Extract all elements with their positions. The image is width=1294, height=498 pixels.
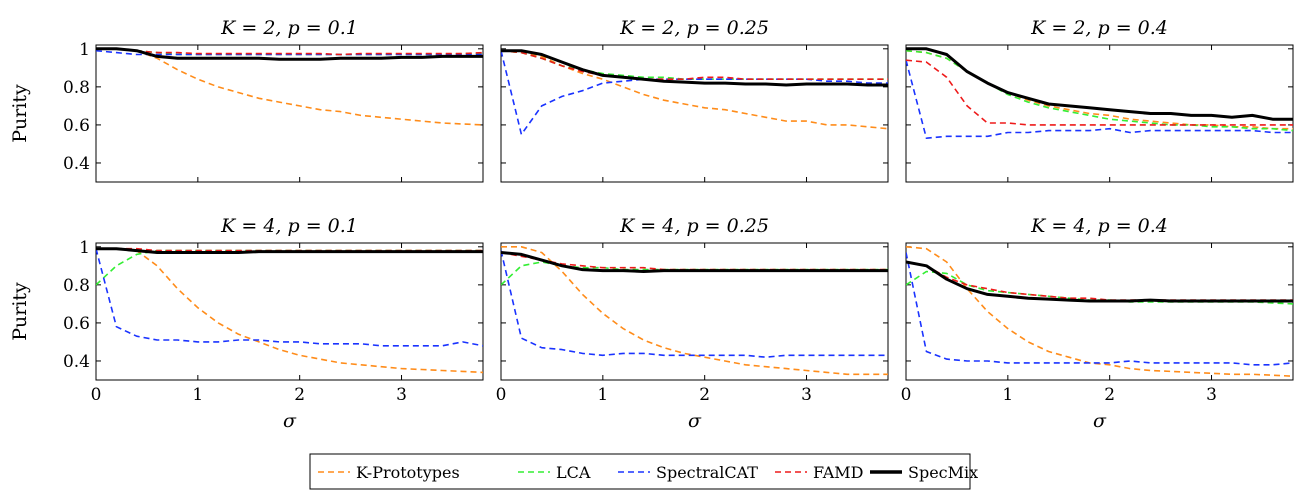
series-line-lca [501,49,888,80]
series-line-k-prototypes [906,246,1293,377]
series-line-specmix [501,49,888,87]
series-line-lca [96,249,483,286]
y-axis-label: Purity [9,84,31,143]
legend-label-specmix: SpecMix [908,463,978,482]
legend-label-lca: LCA [556,463,591,482]
plot-frame [95,44,484,183]
series-line-spectralcat [501,250,888,359]
plot-frame [500,44,889,183]
series-line-famd [906,59,1293,126]
plot-frame [905,242,1294,381]
x-axis-label: σ [283,410,297,432]
series-line-spectralcat [501,50,888,136]
plot-frame [905,44,1294,183]
x-axis-label: σ [688,410,702,432]
legend-label-k-prototypes: K-Prototypes [356,463,460,482]
series-line-specmix [906,260,1293,303]
series-group [906,246,1293,377]
x-tick-label: 1 [192,385,203,405]
y-tick-label: 0.8 [63,276,90,296]
x-tick-label: 3 [396,385,407,405]
series-line-specmix [501,251,888,273]
series-line-famd [906,261,1293,301]
series-line-spectralcat [96,49,483,56]
panel-3: K = 2, p = 0.4 [905,17,1294,183]
panel-6: K = 4, p = 0.4 0 1 2 3 σ [901,215,1294,432]
x-tick-label: 1 [597,385,608,405]
series-group [501,246,888,376]
plot-frame [500,242,889,381]
series-line-famd [96,47,483,56]
x-tick-label: 0 [496,385,507,405]
series-group [501,49,888,136]
x-tick-label: 3 [1206,385,1217,405]
series-line-specmix [906,47,1293,121]
y-tick-label: 1 [79,40,90,60]
series-line-famd [501,49,888,80]
series-group [96,47,483,126]
panel-2: K = 2, p = 0.25 [500,17,889,183]
series-group [906,47,1293,139]
panel-title: K = 4, p = 0.25 [619,215,769,237]
x-tick-label: 0 [901,385,912,405]
series-line-specmix [96,47,483,61]
series-line-lca [906,49,1293,132]
y-tick-label: 0.4 [63,352,90,372]
x-axis-label: σ [1093,410,1107,432]
series-group [96,247,483,374]
panel-title: K = 4, p = 0.4 [1030,215,1168,237]
y-axis-label: Purity [9,282,31,341]
panel-title: K = 4, p = 0.1 [220,215,358,237]
x-tick-label: 2 [294,385,305,405]
x-tick-label: 0 [91,385,102,405]
panel-title: K = 2, p = 0.1 [220,17,358,39]
series-line-spectralcat [906,59,1293,139]
x-tick-label: 3 [801,385,812,405]
y-tick-label: 0.6 [63,116,90,136]
series-line-k-prototypes [96,47,483,126]
panel-title: K = 2, p = 0.25 [619,17,769,39]
legend-label-famd: FAMD [813,463,863,482]
series-line-spectralcat [906,252,1293,366]
series-line-spectralcat [96,248,483,347]
y-tick-label: 0.8 [63,78,90,98]
panel-1: K = 2, p = 0.1 0.4 0.6 0.8 1 Purity [9,17,484,183]
plot-frame [95,242,484,381]
panel-5: K = 4, p = 0.25 0 1 2 3 σ [496,215,889,432]
legend: K-Prototypes LCA SpectralCAT FAMD SpecMix [309,453,978,490]
panel-title: K = 2, p = 0.4 [1030,17,1168,39]
panel-4: K = 4, p = 0.1 0 1 2 3 0.4 0.6 0.8 1 Purity σ [9,215,484,432]
y-tick-label: 0.4 [63,154,90,174]
series-line-specmix [96,247,483,254]
y-tick-label: 0.6 [63,314,90,334]
legend-label-spectralcat: SpectralCAT [656,463,758,482]
series-line-k-prototypes [501,246,888,376]
x-tick-label: 1 [1002,385,1013,405]
series-line-k-prototypes [96,247,483,374]
series-line-k-prototypes [501,49,888,130]
x-tick-label: 2 [699,385,710,405]
x-tick-label: 2 [1104,385,1115,405]
series-line-famd [501,251,888,271]
y-tick-label: 1 [79,238,90,258]
